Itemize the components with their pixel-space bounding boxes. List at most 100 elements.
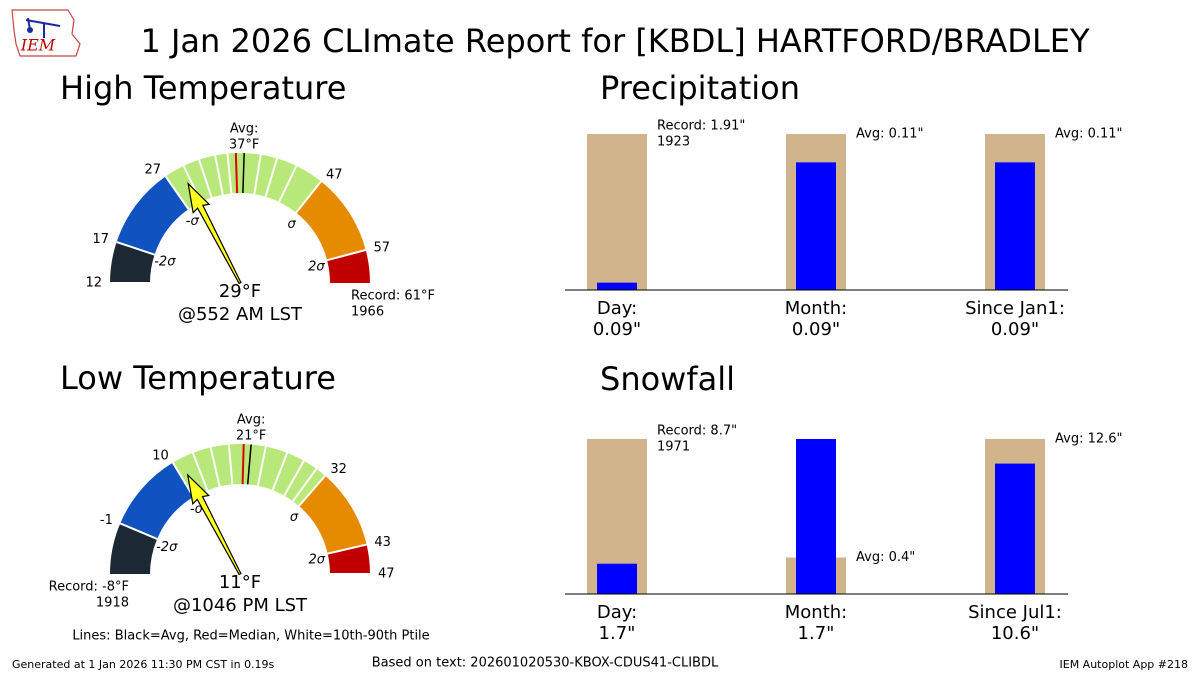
needle-time-label: @552 AM LST [178, 304, 303, 325]
percentile-line [253, 154, 262, 195]
avg-line [246, 444, 252, 485]
percentile-line [256, 446, 267, 486]
avg-label: Avg: [230, 122, 258, 137]
gauge-band [110, 523, 158, 574]
record-label: Record: 61°F [351, 289, 435, 304]
reference-bar [587, 134, 647, 290]
gauge-band [116, 176, 189, 255]
logo-text: IEM [20, 36, 56, 55]
gauge-tick-label: 47 [326, 168, 343, 183]
avg-annotation: Avg: 0.11" [856, 127, 924, 142]
chart-title: Precipitation [600, 69, 800, 107]
needle-value-label: 11°F [219, 572, 261, 593]
category-label: Month: [785, 298, 847, 319]
category-label: Since Jan1: [965, 298, 1065, 319]
footer-app: IEM Autoplot App #218 [1060, 658, 1189, 671]
percentile-line [209, 447, 221, 487]
gauge-tick-label: 43 [374, 535, 391, 550]
band-boundary [116, 241, 155, 256]
percentile-line [227, 444, 234, 485]
percentile-line [283, 460, 305, 497]
avg-annotation: Avg: 12.6" [1055, 432, 1123, 447]
gauge-band [110, 242, 155, 283]
sigma-label: σ [287, 217, 296, 232]
record-annotation: Record: 1.91" [657, 119, 745, 134]
observed-bar [796, 162, 836, 290]
avg-annotation: Avg: 0.11" [1055, 127, 1123, 142]
gauge-band [296, 181, 366, 261]
needle [187, 181, 242, 285]
footer-generated: Generated at 1 Jan 2026 11:30 PM CST in … [12, 658, 275, 671]
percentile-line [264, 158, 278, 198]
avg-label: Avg: [237, 413, 265, 428]
gauge-tick-label: 57 [373, 240, 390, 255]
sigma-label: -2σ [156, 540, 178, 555]
observed-value-label: 10.6" [991, 623, 1039, 644]
footer-source: Based on text: 202601020530-KBOX-CDUS41-… [372, 656, 719, 671]
chart-title: High Temperature [60, 69, 346, 107]
needle-value-label: 29°F [219, 281, 261, 302]
percentile-line [191, 452, 209, 491]
percentile-line [226, 153, 233, 194]
observed-bar [796, 439, 836, 594]
gauge-band [298, 475, 367, 554]
gauge-tick-label: 17 [92, 232, 109, 247]
observed-bar [995, 162, 1035, 290]
band-boundary [327, 543, 367, 555]
category-label: Day: [597, 298, 637, 319]
record-label: Record: -8°F [49, 580, 129, 595]
chart-title: Snowfall [600, 360, 735, 398]
gauge-tick-label: 47 [378, 567, 395, 582]
median-line [234, 153, 239, 194]
gauge-band [120, 462, 194, 539]
needle-time-label: @1046 PM LST [173, 595, 308, 616]
chart-title: Low Temperature [60, 359, 336, 397]
page-title: 1 Jan 2026 CLImate Report for [KBDL] HAR… [140, 22, 1090, 60]
band-boundary [298, 475, 326, 507]
record-year: 1971 [657, 440, 690, 455]
legend-note: Lines: Black=Avg, Red=Median, White=10th… [72, 629, 429, 644]
avg-label: 37°F [229, 138, 260, 153]
band-boundary [164, 175, 190, 210]
percentile-line [271, 452, 289, 491]
category-label: Month: [785, 602, 847, 623]
avg-annotation: Avg: 0.4" [856, 550, 915, 565]
observed-bar [597, 563, 637, 594]
sigma-label: -σ [186, 214, 200, 229]
band-boundary [295, 180, 322, 214]
category-label: Day: [597, 602, 637, 623]
percentile-line [292, 468, 318, 502]
logo: IEM [11, 9, 81, 57]
sigma-label: -2σ [154, 255, 176, 270]
avg-label: 21°F [236, 429, 267, 444]
gauge-tick-label: 27 [145, 162, 162, 177]
sigma-label: 2σ [309, 553, 326, 568]
record-year: 1966 [351, 305, 384, 320]
observed-value-label: 0.09" [792, 319, 840, 340]
median-line [241, 444, 245, 485]
gauge-tick-label: 10 [152, 448, 169, 463]
percentile-line [214, 155, 224, 195]
observed-value-label: 1.7" [798, 623, 835, 644]
record-year: 1923 [657, 135, 690, 150]
observed-bar [597, 282, 637, 290]
observed-value-label: 1.7" [599, 623, 636, 644]
observed-value-label: 0.09" [593, 319, 641, 340]
gauge-tick-label: 12 [85, 276, 102, 291]
gauge-tick-label: 32 [330, 462, 347, 477]
percentile-line [198, 159, 213, 198]
band-boundary [326, 249, 367, 262]
sigma-label: σ [290, 510, 299, 525]
observed-bar [995, 463, 1035, 594]
category-label: Since Jul1: [968, 602, 1062, 623]
record-annotation: Record: 8.7" [657, 424, 737, 439]
band-boundary [119, 522, 158, 540]
observed-value-label: 0.09" [991, 319, 1039, 340]
record-year: 1918 [96, 596, 129, 611]
sigma-label: 2σ [308, 260, 325, 275]
needle [186, 473, 242, 576]
gauge-tick-label: -1 [100, 513, 113, 528]
avg-line [242, 153, 245, 194]
percentile-line [278, 165, 298, 203]
